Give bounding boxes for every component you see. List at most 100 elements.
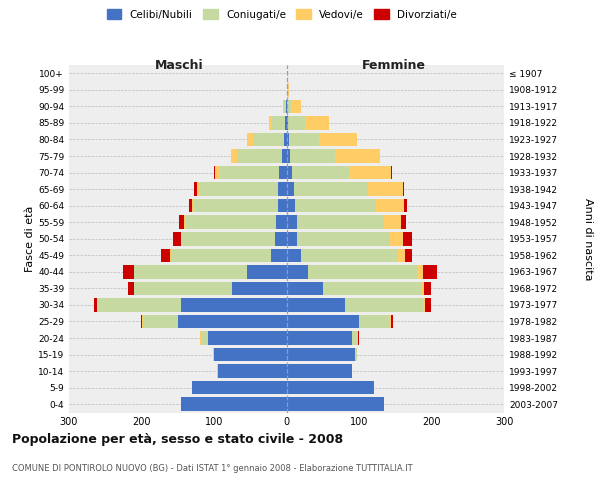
Bar	[200, 332, 201, 345]
Bar	[301, 248, 397, 262]
Bar	[305, 116, 329, 130]
Bar	[284, 100, 286, 113]
Bar	[253, 132, 284, 146]
Bar	[287, 182, 294, 196]
Bar	[349, 166, 391, 179]
Bar	[404, 248, 412, 262]
Bar	[288, 116, 305, 130]
Bar	[391, 314, 393, 328]
Bar	[376, 199, 404, 212]
Bar	[214, 348, 287, 362]
Bar	[201, 332, 208, 345]
Bar	[283, 100, 284, 113]
Bar	[308, 265, 417, 278]
Bar	[277, 216, 287, 229]
Bar	[271, 248, 287, 262]
Bar	[134, 282, 232, 295]
Bar	[199, 182, 278, 196]
Bar	[425, 298, 431, 312]
Bar	[197, 182, 199, 196]
Bar	[194, 182, 197, 196]
Bar	[292, 166, 349, 179]
Bar	[134, 265, 247, 278]
Bar	[417, 265, 423, 278]
Bar	[287, 232, 298, 245]
Bar	[181, 298, 287, 312]
Bar	[188, 199, 192, 212]
Bar	[170, 248, 271, 262]
Bar	[290, 149, 335, 163]
Bar	[214, 166, 215, 179]
Bar	[247, 265, 287, 278]
Bar	[272, 116, 285, 130]
Bar	[383, 216, 401, 229]
Bar	[397, 248, 404, 262]
Bar	[97, 298, 98, 312]
Bar	[368, 182, 403, 196]
Bar	[124, 265, 134, 278]
Bar	[278, 182, 287, 196]
Bar	[403, 182, 404, 196]
Bar	[287, 282, 323, 295]
Bar	[217, 364, 218, 378]
Bar	[286, 100, 287, 113]
Bar	[287, 314, 359, 328]
Bar	[424, 282, 431, 295]
Bar	[344, 298, 423, 312]
Bar	[298, 232, 390, 245]
Bar	[275, 232, 287, 245]
Bar	[98, 298, 181, 312]
Bar	[319, 132, 357, 146]
Bar	[291, 100, 301, 113]
Bar	[161, 248, 170, 262]
Bar	[287, 83, 289, 96]
Bar	[247, 132, 253, 146]
Bar	[287, 116, 288, 130]
Bar	[141, 314, 142, 328]
Bar	[423, 265, 437, 278]
Bar	[285, 116, 287, 130]
Bar	[287, 199, 295, 212]
Bar	[173, 232, 181, 245]
Bar	[94, 298, 97, 312]
Bar	[230, 149, 232, 163]
Bar	[287, 166, 292, 179]
Legend: Celibi/Nubili, Coniugati/e, Vedovi/e, Divorziati/e: Celibi/Nubili, Coniugati/e, Vedovi/e, Di…	[103, 5, 461, 24]
Bar	[218, 364, 287, 378]
Bar	[287, 132, 289, 146]
Bar	[404, 199, 407, 212]
Bar	[279, 166, 287, 179]
Y-axis label: Fasce di età: Fasce di età	[25, 206, 35, 272]
Bar	[359, 314, 389, 328]
Bar	[284, 132, 287, 146]
Bar	[232, 149, 237, 163]
Bar	[389, 314, 391, 328]
Bar	[294, 182, 368, 196]
Bar	[287, 100, 291, 113]
Bar	[194, 199, 278, 212]
Bar	[287, 216, 296, 229]
Bar	[282, 149, 287, 163]
Bar	[287, 381, 373, 394]
Bar	[278, 199, 287, 212]
Bar	[287, 364, 352, 378]
Bar	[143, 314, 178, 328]
Bar	[287, 298, 344, 312]
Bar	[287, 398, 385, 411]
Bar	[323, 282, 421, 295]
Bar	[186, 216, 277, 229]
Bar	[295, 199, 376, 212]
Y-axis label: Anni di nascita: Anni di nascita	[583, 198, 593, 280]
Bar	[287, 348, 355, 362]
Bar	[287, 149, 290, 163]
Text: Maschi: Maschi	[155, 60, 203, 72]
Bar	[192, 381, 287, 394]
Bar	[237, 149, 282, 163]
Bar	[296, 216, 383, 229]
Bar	[184, 216, 186, 229]
Bar	[352, 332, 358, 345]
Bar	[401, 216, 406, 229]
Bar	[128, 282, 134, 295]
Text: COMUNE DI PONTIROLO NUOVO (BG) - Dati ISTAT 1° gennaio 2008 - Elaborazione TUTTI: COMUNE DI PONTIROLO NUOVO (BG) - Dati IS…	[12, 464, 413, 473]
Bar	[181, 232, 182, 245]
